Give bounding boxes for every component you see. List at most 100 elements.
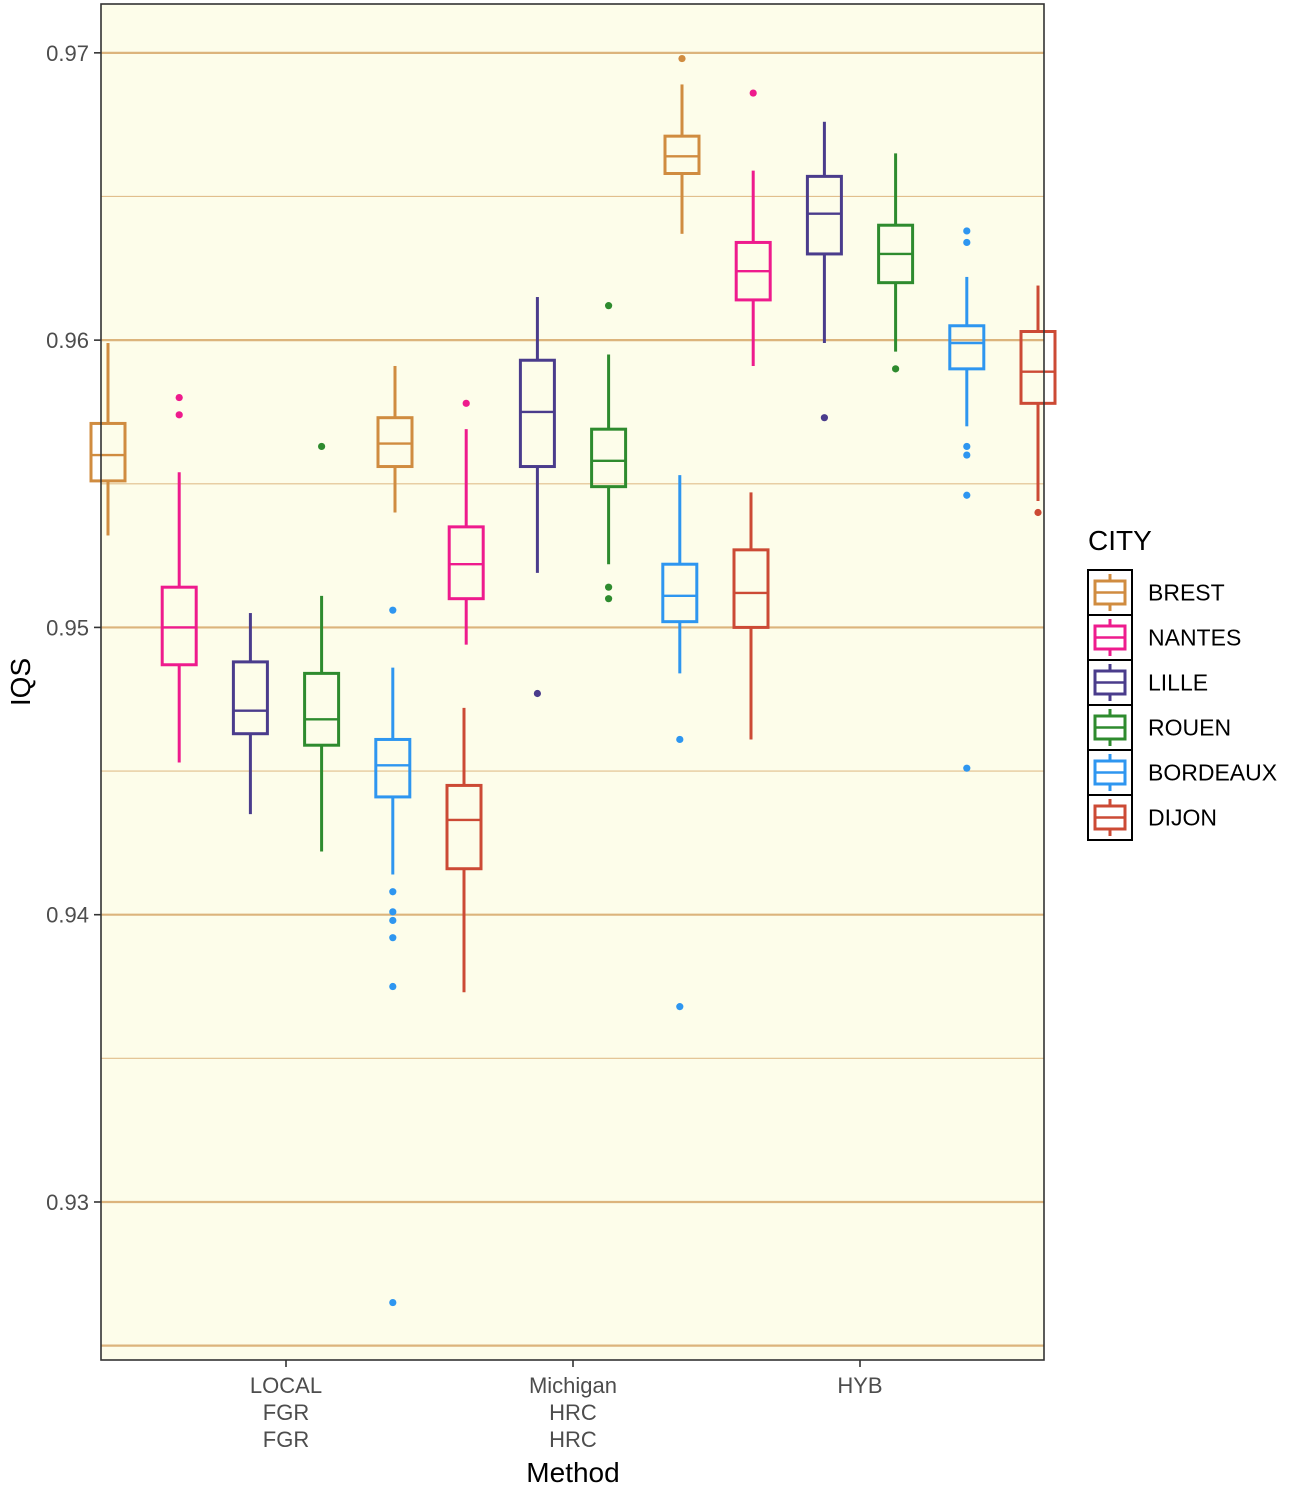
outlier-point	[389, 1298, 397, 1307]
series-dijon	[445, 285, 1057, 993]
outlier-point	[175, 393, 183, 402]
legend: CITY BREST NANTES LILLE ROUEN BORDEAUX DIJON	[1087, 525, 1277, 841]
outlier-point	[318, 442, 326, 451]
box-nantes-1	[447, 399, 485, 645]
y-tick-label: 0.95	[46, 615, 89, 640]
x-tick-label: FGR	[263, 1427, 309, 1452]
legend-item-rouen: ROUEN	[1087, 704, 1231, 751]
boxes	[89, 54, 1057, 1307]
box-body	[663, 134, 701, 175]
box-dijon-2	[1019, 285, 1057, 517]
box-body	[948, 324, 986, 371]
axes: 0.930.940.950.960.97LOCALFGRFGRMichiganH…	[46, 41, 882, 1452]
legend-title: CITY	[1088, 525, 1152, 556]
legend-label: DIJON	[1148, 805, 1217, 831]
outlier-point	[605, 302, 613, 310]
box-rouen-0	[303, 442, 341, 852]
series-nantes	[160, 89, 772, 763]
legend-item-dijon: DIJON	[1087, 794, 1217, 841]
outlier-point	[389, 916, 397, 925]
plot-panel-background	[101, 4, 1044, 1360]
outlier-point	[533, 689, 542, 698]
box-nantes-0	[160, 393, 198, 763]
x-tick-label: FGR	[263, 1400, 309, 1425]
legend-item-nantes: NANTES	[1087, 614, 1241, 661]
outlier-point	[389, 888, 397, 896]
box-body	[376, 416, 414, 469]
series-rouen	[303, 153, 915, 852]
outlier-point	[389, 908, 397, 916]
outlier-point	[676, 735, 684, 744]
outlier-point	[462, 399, 470, 407]
box-body	[89, 421, 127, 483]
grid-lines	[101, 51, 1044, 1347]
box-body	[732, 548, 770, 629]
legend-label: NANTES	[1148, 625, 1241, 651]
outlier-point	[605, 583, 613, 591]
box-body	[445, 783, 483, 871]
outlier-point	[963, 238, 971, 247]
outlier-point	[963, 764, 971, 772]
box-body	[447, 525, 485, 601]
outlier-point	[605, 595, 613, 603]
box-brest-2	[663, 54, 701, 234]
legend-item-bordeaux: BORDEAUX	[1087, 749, 1277, 796]
box-body	[805, 174, 843, 256]
series-bordeaux	[374, 227, 986, 1307]
box-body	[374, 737, 412, 799]
outlier-point	[892, 365, 900, 373]
x-axis-title: Method	[526, 1457, 619, 1487]
x-tick-label: HRC	[549, 1427, 597, 1452]
outlier-point	[820, 414, 829, 422]
box-bordeaux-2	[948, 227, 986, 772]
box-body	[590, 427, 628, 489]
outlier-point	[963, 442, 971, 451]
box-dijon-1	[732, 492, 770, 740]
legend-label: ROUEN	[1148, 715, 1231, 741]
box-lille-2	[805, 121, 843, 422]
box-brest-1	[376, 365, 414, 513]
box-body	[518, 358, 556, 469]
box-brest-0	[89, 343, 127, 536]
x-tick-label: LOCAL	[250, 1373, 322, 1398]
box-lille-0	[231, 613, 269, 815]
box-bordeaux-0	[374, 606, 412, 1307]
series-lille	[231, 121, 843, 815]
box-dijon-0	[445, 707, 483, 993]
box-body	[160, 585, 198, 667]
y-tick-label: 0.94	[46, 903, 89, 928]
box-rouen-1	[590, 302, 628, 603]
x-tick-label: HRC	[549, 1400, 597, 1425]
box-nantes-2	[734, 89, 772, 366]
outlier-point	[389, 606, 397, 614]
y-tick-label: 0.97	[46, 41, 89, 66]
y-tick-label: 0.96	[46, 328, 89, 353]
outlier-point	[678, 54, 686, 63]
x-tick-label: HYB	[837, 1373, 882, 1398]
legend-label: LILLE	[1148, 670, 1208, 696]
legend-item-lille: LILLE	[1087, 659, 1208, 706]
box-body	[303, 671, 341, 747]
y-axis-title: IQS	[5, 658, 36, 706]
box-rouen-2	[877, 153, 915, 373]
outlier-point	[389, 982, 397, 991]
box-lille-1	[518, 297, 556, 698]
series-brest	[89, 54, 701, 536]
outlier-point	[676, 1003, 684, 1011]
outlier-point	[389, 934, 397, 942]
outlier-point	[963, 227, 971, 235]
legend-label: BREST	[1148, 580, 1225, 606]
legend-item-brest: BREST	[1087, 569, 1225, 616]
box-body	[1019, 330, 1057, 405]
outlier-point	[1034, 508, 1042, 517]
outlier-point	[963, 451, 971, 459]
y-tick-label: 0.93	[46, 1190, 89, 1215]
outlier-point	[963, 491, 971, 499]
x-tick-label: Michigan	[529, 1373, 617, 1398]
legend-label: BORDEAUX	[1148, 760, 1277, 786]
box-body	[661, 562, 699, 624]
box-body	[231, 660, 269, 736]
box-bordeaux-1	[661, 475, 699, 1011]
outlier-point	[175, 411, 183, 419]
